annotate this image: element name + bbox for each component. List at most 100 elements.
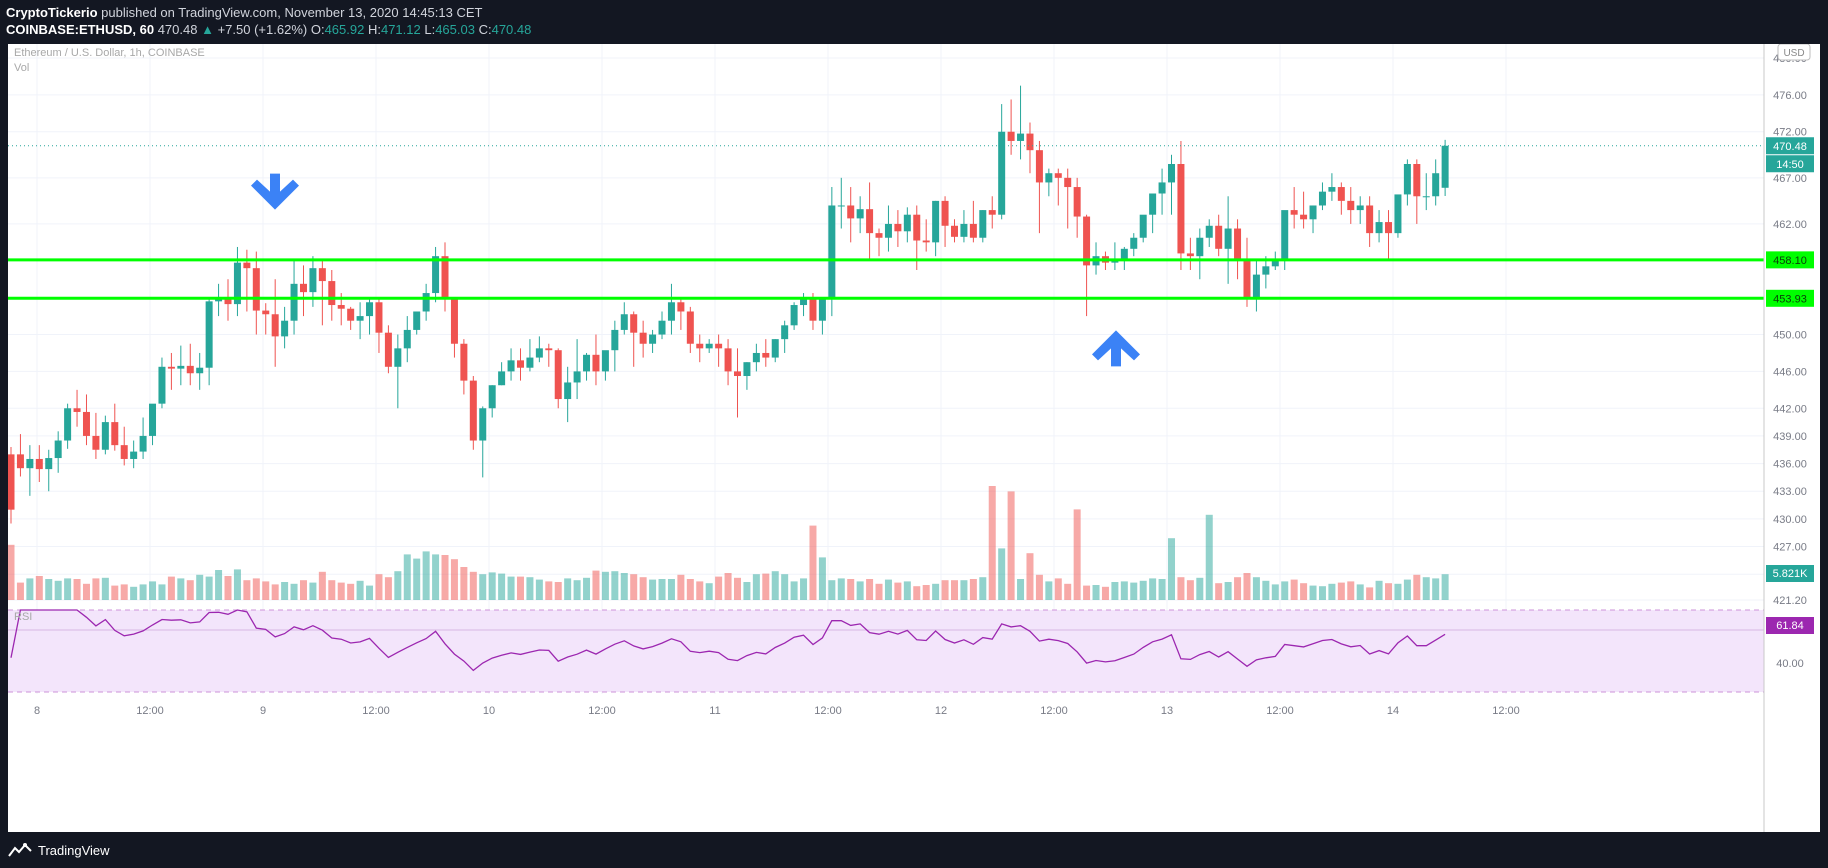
volume-bar (1158, 579, 1166, 600)
volume-bar (1073, 509, 1081, 600)
candle-body (658, 320, 666, 335)
candle-body (1300, 214, 1308, 220)
published-text: published on TradingView.com, November 1… (101, 5, 483, 20)
candle-body (35, 458, 43, 470)
volume-bar (507, 576, 515, 600)
volume-bar (1252, 577, 1260, 600)
volume-bar (403, 554, 411, 600)
candle-body (932, 200, 940, 243)
time-tick-label: 12 (935, 705, 947, 717)
time-axis-labels: 8 12:00 9 12:00 10 12:00 11 12:00 12 12:00 13 12:00… (34, 705, 1520, 717)
volume-bar (149, 581, 157, 600)
volume-bar (554, 582, 562, 600)
volume-bar (26, 578, 34, 600)
currency-label: USD (1783, 48, 1804, 59)
price-chart[interactable]: 480.00476.00472.00467.00462.00458.10453.… (7, 43, 1820, 832)
candle-body (630, 314, 638, 333)
symbol-line: COINBASE:ETHUSD, 60 470.48 ▲ +7.50 (+1.6… (6, 22, 531, 37)
volume-bar (1403, 579, 1411, 600)
candle-body (1186, 253, 1194, 257)
candle-body (837, 205, 845, 207)
candle-body (998, 131, 1006, 215)
last-price: 470.48 (157, 22, 198, 37)
volume-bar (309, 582, 317, 600)
volume-bar (941, 580, 949, 600)
candle-body (1224, 228, 1232, 249)
candle-body (1149, 193, 1157, 215)
volume-bar (1413, 574, 1421, 600)
volume-bars (7, 486, 1449, 600)
candle-body (299, 283, 307, 293)
price-tick-label: 462.00 (1773, 219, 1807, 231)
countdown-tag-text: 14:50 (1776, 159, 1804, 171)
volume-bar (139, 584, 147, 600)
volume-bar (526, 577, 534, 600)
chart-area[interactable]: 480.00476.00472.00467.00462.00458.10453.… (7, 43, 1820, 832)
volume-bar (1101, 586, 1109, 600)
candle-body (516, 360, 524, 368)
volume-bar (1120, 581, 1128, 600)
price-tick-label: 476.00 (1773, 90, 1807, 102)
price-axis[interactable] (1764, 44, 1820, 832)
candle-body (913, 214, 921, 241)
candle-body (262, 310, 270, 315)
volume-bar (1328, 583, 1336, 600)
candle-body (1328, 187, 1336, 192)
candle-body (601, 350, 609, 372)
candle-body (1394, 194, 1402, 234)
currency-button[interactable] (1777, 43, 1811, 61)
volume-bar (677, 574, 685, 600)
high-label: H: (367, 22, 381, 37)
candle-body (1413, 164, 1421, 197)
volume-bar (1318, 586, 1326, 600)
candle-body (809, 297, 817, 321)
candle-body (526, 357, 534, 368)
volume-bar (1139, 580, 1147, 600)
volume-bar (988, 486, 996, 600)
rsi-tag (1766, 617, 1814, 634)
volume-bar (639, 577, 647, 600)
volume-bar (432, 554, 440, 600)
footer-bar: TradingView (0, 832, 1828, 868)
volume-bar (724, 573, 732, 600)
candle-body (677, 302, 685, 312)
candle-body (847, 205, 855, 219)
candle-body (356, 316, 364, 321)
volume-bar (1149, 578, 1157, 600)
volume-tag-text: 5.821K (1773, 568, 1809, 580)
volume-bar (1300, 583, 1308, 600)
candle-body (1375, 222, 1383, 234)
brand[interactable]: TradingView (8, 842, 110, 858)
volume-bar (752, 574, 760, 600)
open-value: 465.92 (324, 22, 365, 37)
volume-bar (384, 577, 392, 600)
volume-bar (1271, 584, 1279, 600)
candle-body (583, 354, 591, 372)
candle-body (951, 225, 958, 237)
volume-bar (479, 574, 487, 600)
volume-bar (413, 558, 421, 600)
volume-bar (667, 579, 675, 600)
candle-body (1432, 173, 1440, 197)
candle-body (498, 371, 506, 386)
volume-bar (215, 570, 223, 600)
candle-body (432, 256, 440, 294)
volume-bar (1356, 584, 1364, 600)
volume-bar (375, 574, 383, 600)
candle-body (856, 209, 864, 219)
volume-bar (1234, 577, 1242, 600)
volume-bar (92, 578, 100, 600)
candle-body (922, 240, 930, 243)
candle-body (167, 366, 175, 369)
publisher-name[interactable]: CryptoTickerio (6, 5, 98, 20)
time-tick-label: 9 (260, 705, 266, 717)
volume-bar (516, 576, 524, 600)
volume-bar (649, 579, 657, 600)
candle-body (1177, 164, 1185, 254)
candle-body (620, 314, 628, 330)
candle-body (1083, 216, 1091, 266)
price-tick-label: 433.00 (1773, 486, 1807, 498)
candle-body (92, 435, 100, 450)
candle-body (101, 422, 109, 450)
candle-body (1356, 205, 1364, 211)
